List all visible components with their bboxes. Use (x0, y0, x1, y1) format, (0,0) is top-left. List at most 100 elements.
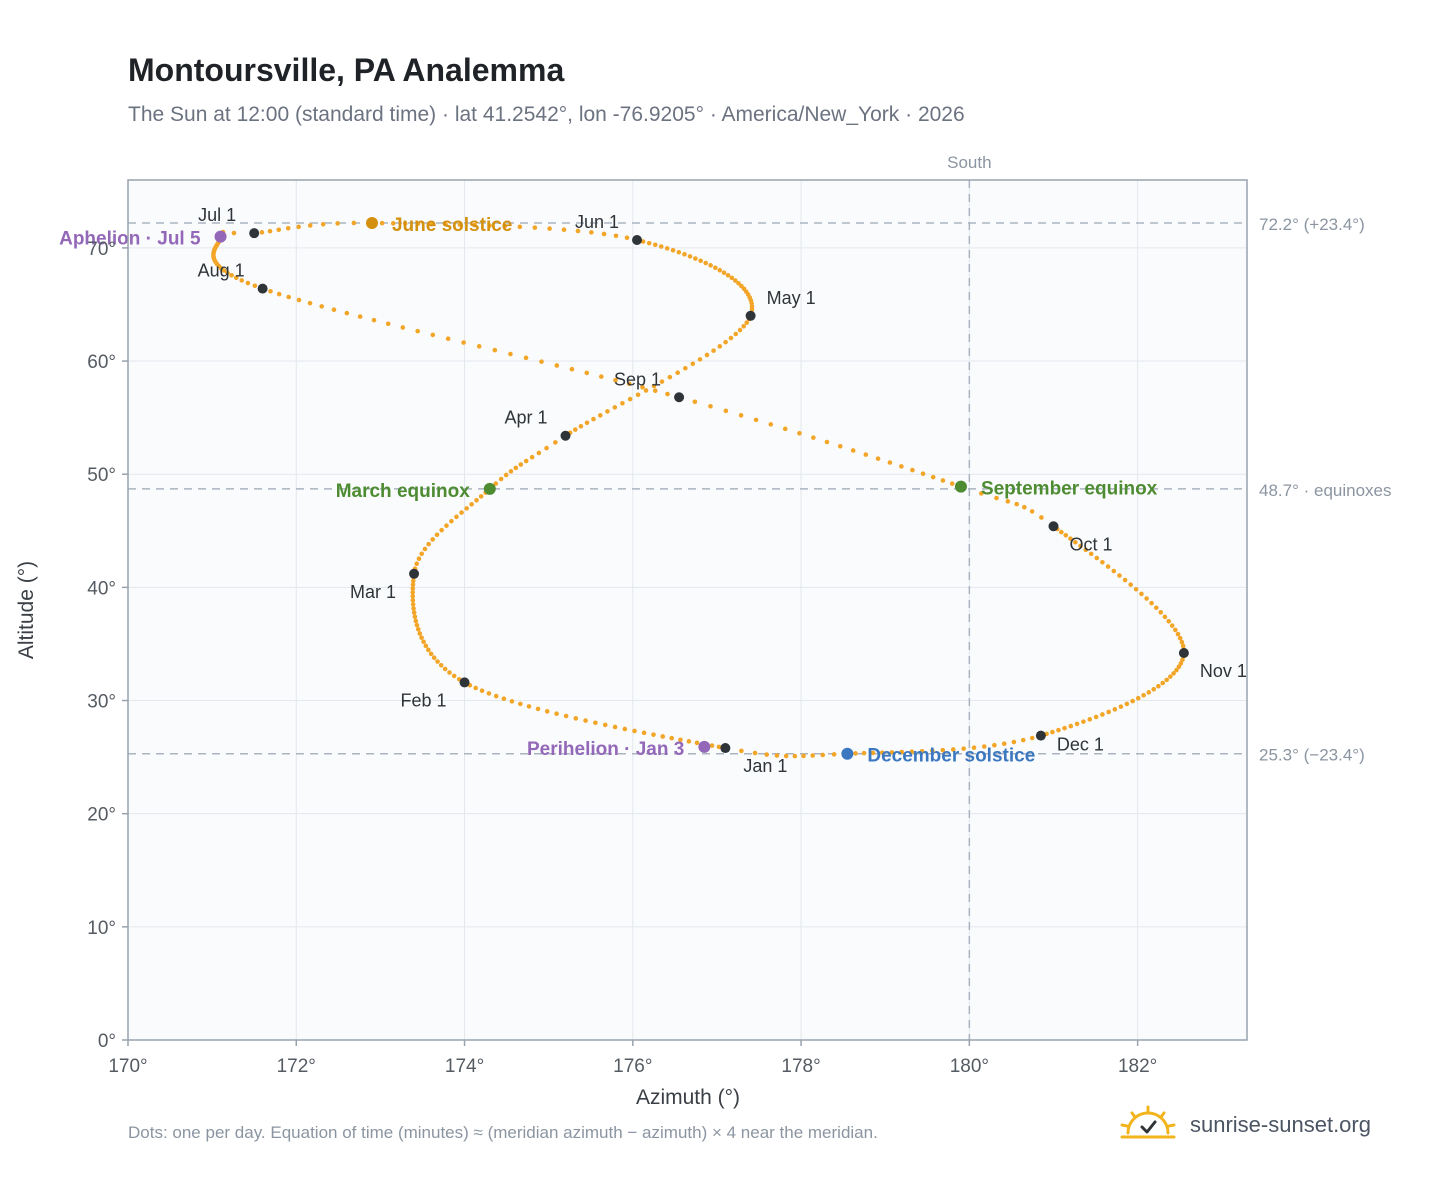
daily-sun-dot (643, 388, 649, 393)
daily-sun-dot (532, 225, 538, 230)
daily-sun-dot (569, 366, 575, 372)
daily-sun-dot (1133, 586, 1139, 592)
daily-sun-dot (410, 597, 416, 603)
daily-sun-dot (1014, 501, 1019, 507)
daily-sun-dot (752, 750, 758, 756)
event-label: March equinox (336, 481, 471, 502)
event-label: December solstice (867, 746, 1035, 767)
daily-sun-dot (233, 275, 239, 281)
daily-sun-dot (443, 221, 448, 227)
daily-sun-dot (554, 363, 560, 368)
daily-sun-dot (1081, 719, 1086, 724)
daily-sun-dot (704, 352, 710, 358)
daily-sun-dot (1130, 698, 1135, 704)
daily-sun-dot (1074, 721, 1080, 727)
daily-sun-dot (1151, 686, 1157, 692)
daily-sun-dot (547, 226, 552, 231)
month-label: Mar 1 (350, 582, 396, 602)
daily-sun-dot (415, 221, 421, 227)
brand: sunrise-sunset.org (1120, 1100, 1371, 1150)
daily-sun-dot (733, 278, 738, 283)
daily-sun-dot (664, 246, 670, 251)
daily-sun-dot (1029, 509, 1035, 514)
daily-sun-dot (640, 384, 645, 390)
daily-sun-dot (801, 753, 806, 759)
daily-sun-dot (1039, 515, 1044, 520)
daily-sun-dot (1062, 725, 1067, 731)
daily-sun-dot (513, 465, 519, 471)
daily-sun-dot (285, 225, 291, 231)
daily-sun-dot (1106, 709, 1111, 715)
daily-sun-dot (658, 244, 664, 249)
daily-sun-dot (1011, 739, 1017, 745)
daily-sun-dot (508, 351, 513, 357)
daily-sun-dot (503, 472, 509, 478)
daily-sun-dot (402, 221, 408, 226)
month-markers: Jan 1 Feb 1 Mar 1 Apr 1 May 1 Jun 1 Jul 1 Aug 1… (198, 205, 1247, 776)
daily-sun-dot (1171, 671, 1176, 676)
daily-sun-dot (598, 374, 604, 379)
daily-sun-dot (239, 278, 245, 283)
daily-sun-dot (733, 331, 739, 337)
month-marker-dot (720, 743, 731, 754)
event-label: Aphelion · Jul 5 (59, 229, 201, 250)
month-marker-dot (409, 568, 420, 579)
daily-sun-dot (919, 748, 925, 754)
daily-sun-dot (478, 494, 484, 499)
daily-sun-dot (899, 464, 904, 469)
daily-sun-dot (811, 435, 816, 440)
daily-sun-dot (331, 307, 337, 313)
daily-sun-dot (1068, 536, 1073, 541)
daily-sun-dot (1118, 704, 1124, 709)
daily-sun-dot (675, 370, 680, 376)
daily-sun-dot (697, 357, 703, 362)
daily-sun-dot (430, 537, 435, 542)
daily-sun-dot (694, 740, 700, 746)
daily-sun-dot (739, 748, 744, 754)
daily-sun-dot (660, 734, 666, 739)
daily-sun-dot (810, 753, 815, 758)
daily-sun-dot (410, 586, 416, 591)
daily-sun-dot (1029, 735, 1035, 741)
daily-sun-dot (335, 221, 340, 226)
daily-sun-dot (501, 696, 507, 702)
daily-sun-dot (479, 688, 485, 694)
daily-sun-dot (444, 523, 449, 528)
daily-sun-dot (320, 221, 326, 227)
daily-sun-dot (1180, 643, 1186, 649)
daily-sun-dot (498, 476, 504, 482)
daily-sun-dot (753, 417, 759, 423)
daily-sun-dot (853, 751, 858, 756)
daily-sun-dot (573, 716, 579, 721)
daily-sun-dot (1178, 661, 1184, 666)
daily-sun-dot (1166, 618, 1172, 624)
x-tick-label: 182° (1118, 1056, 1157, 1077)
daily-sun-dot (768, 422, 774, 427)
daily-sun-dot (286, 294, 292, 300)
daily-sun-dot (413, 618, 419, 624)
daily-sun-dot (252, 283, 258, 289)
reference-lines: South 72.2° (+23.4°) 48.7° · equinoxes 25.3… (128, 153, 1392, 1040)
daily-sun-dot (268, 288, 273, 294)
x-tick-label: 170° (108, 1056, 147, 1077)
daily-sun-dot (410, 582, 416, 587)
daily-sun-dot (526, 704, 532, 709)
daily-sun-dot (1164, 677, 1169, 683)
daily-sun-dot (449, 518, 454, 524)
daily-sun-dot (601, 231, 607, 237)
daily-sun-dot (469, 501, 474, 507)
daily-sun-dot (641, 730, 647, 736)
daily-sun-dot (229, 272, 234, 278)
daily-sun-dot (1112, 707, 1118, 712)
daily-sun-dot (421, 639, 426, 645)
daily-sun-dot (502, 223, 508, 229)
x-tick-label: 172° (277, 1056, 316, 1077)
y-tick-label: 40° (87, 578, 116, 599)
daily-sun-dot (782, 426, 788, 432)
daily-sun-dot (820, 752, 826, 758)
daily-sun-dot (296, 297, 302, 303)
daily-sun-dot (1087, 717, 1093, 722)
daily-sun-dot (423, 643, 429, 649)
month-marker-dot (1035, 730, 1046, 741)
